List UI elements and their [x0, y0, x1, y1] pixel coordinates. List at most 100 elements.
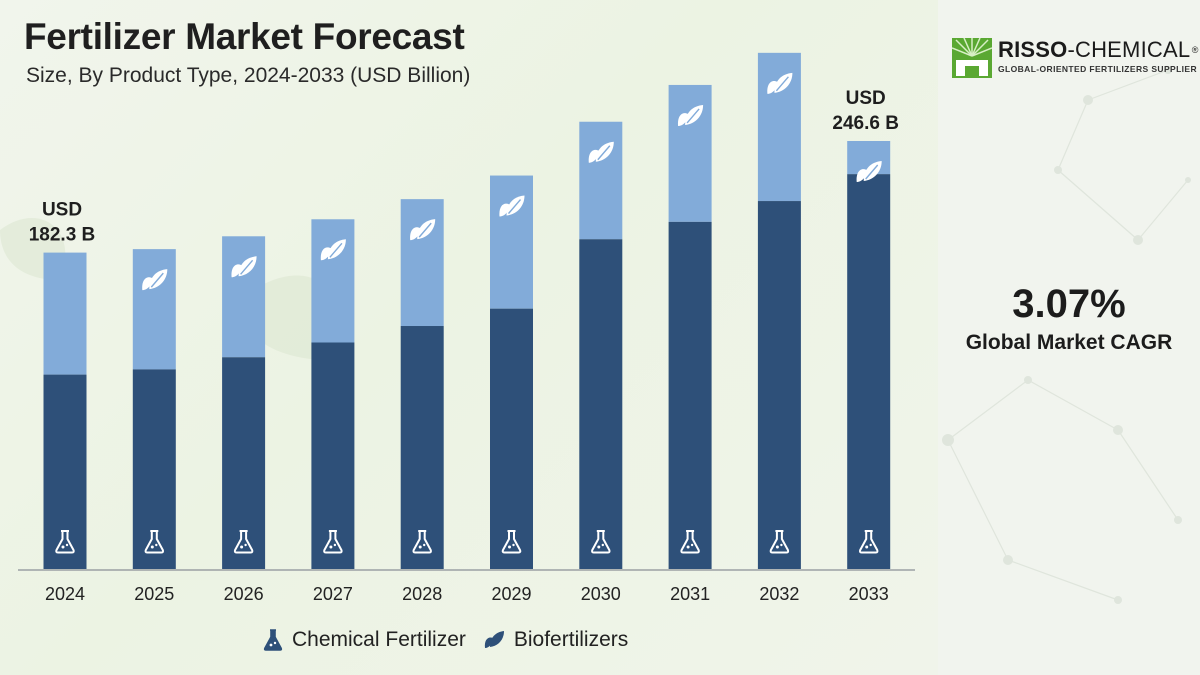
risso-logo-mark — [952, 38, 992, 78]
flask-icon-bubble — [508, 545, 511, 549]
flask-icon-outline — [412, 530, 432, 554]
bar-chemical-2025 — [132, 369, 176, 569]
legend-item-bio: Biofertilizers — [482, 628, 628, 652]
bar-biofertilizers-2031 — [668, 84, 712, 222]
leaf-icon-vein — [240, 259, 254, 275]
leaf-icon — [856, 161, 882, 182]
leaf-icon — [767, 72, 793, 94]
x-tick-label: 2028 — [402, 584, 442, 604]
flask-icon-outline — [233, 530, 254, 554]
flask-icon-outline — [323, 530, 343, 554]
leaf-icon — [499, 195, 525, 217]
bar-group-2029: 2029 — [490, 175, 533, 604]
total-label-currency: USD — [42, 200, 82, 221]
flask-icon-bubble — [597, 545, 601, 549]
bar-group-2025: 2025 — [132, 249, 176, 604]
flask-icon — [769, 530, 790, 554]
bar-biofertilizers-2029 — [490, 175, 533, 309]
leaf-icon — [484, 631, 504, 648]
stacked-bar-chart: 2024 2025 2026 2027 2028 2029 2030 2031 2032 2033… — [18, 52, 915, 604]
flask-icon — [412, 530, 432, 554]
flask-icon-bubble — [601, 543, 604, 547]
leaf-icon — [588, 141, 614, 163]
bar-biofertilizers-2026 — [222, 236, 266, 358]
x-tick-label: 2025 — [134, 584, 174, 604]
leaf-icon — [410, 219, 436, 241]
leaf-icon-small — [142, 277, 153, 291]
bar-chemical-2029 — [490, 308, 533, 569]
bar-group-2031: 2031 — [668, 84, 712, 604]
flask-icon-outline — [769, 530, 790, 554]
bar-chemical-2024 — [43, 374, 87, 569]
flask-icon-bubble — [869, 543, 872, 547]
chart-title: Fertilizer Market Forecast — [24, 16, 465, 57]
legend-item-chemical: Chemical Fertilizer — [262, 628, 466, 652]
x-tick-label: 2033 — [849, 584, 889, 604]
cagr-label: Global Market CAGR — [965, 331, 1173, 354]
flask-icon-bubble — [423, 543, 426, 547]
leaf-icon-small — [677, 113, 689, 126]
bar-group-2027: 2027 — [311, 219, 355, 604]
leaf-icon-vein — [865, 164, 879, 180]
legend-label-bio: Biofertilizers — [513, 628, 629, 651]
leaf-icon-small — [410, 227, 421, 241]
brand-name: RISSO-CHEMICAL ® — [998, 37, 1199, 62]
network-decoration — [942, 66, 1191, 604]
bar-chemical-2028 — [400, 326, 444, 569]
flask-icon-outline — [591, 530, 611, 554]
flask-icon-bubble — [61, 545, 65, 549]
cagr-value: 3.07% — [1012, 282, 1126, 326]
total-label-currency: USD — [846, 88, 886, 109]
leaf-icon — [142, 269, 168, 291]
x-tick-label: 2029 — [491, 584, 531, 604]
bar-group-2030: 2030 — [579, 121, 623, 604]
flask-icon-bubble — [775, 545, 779, 549]
flask-icon-outline — [55, 530, 75, 554]
flask-icon-bubble — [512, 543, 515, 547]
flask-icon-bubble — [240, 545, 244, 549]
x-tick-label: 2031 — [670, 584, 710, 604]
x-tick-label: 2026 — [224, 584, 264, 604]
bar-chemical-2026 — [222, 357, 266, 569]
chart-subtitle: Size, By Product Type, 2024-2033 (USD Bi… — [26, 64, 471, 87]
leaf-icon — [677, 104, 704, 126]
bar-biofertilizers-2030 — [579, 121, 623, 240]
flask-icon-outline — [858, 530, 879, 554]
bar-biofertilizers-2024 — [43, 252, 87, 375]
bar-biofertilizers-2028 — [400, 199, 444, 327]
leaf-icon-small — [588, 149, 599, 163]
leaf-icon-small — [231, 264, 242, 278]
flask-icon — [591, 530, 611, 554]
total-label-value: 246.6 B — [832, 113, 899, 134]
bar-chemical-2031 — [668, 221, 712, 569]
leaf-icon-small — [856, 169, 867, 182]
bar-biofertilizers-2027 — [311, 219, 355, 343]
flask-icon-bubble — [690, 543, 694, 547]
bar-chemical-2033 — [847, 174, 891, 570]
leaf-icon-small — [320, 247, 331, 261]
flask-icon-bubble — [155, 543, 158, 547]
leaf-icon-small — [767, 80, 778, 94]
leaf-icon-vein — [775, 76, 789, 92]
leaf-icon-vein — [507, 199, 522, 214]
flask-icon — [55, 530, 75, 554]
flask-icon-bubble — [865, 545, 869, 549]
flask-icon-bubble — [150, 545, 154, 549]
brand-logo: RISSO-CHEMICAL ® GLOBAL-ORIENTED FERTILI… — [952, 38, 1199, 78]
bar-chemical-2027 — [311, 342, 355, 569]
flask-icon — [501, 530, 522, 554]
bar-biofertilizers-2032 — [757, 52, 801, 202]
flask-icon-bubble — [333, 543, 337, 547]
flask-icon — [233, 530, 254, 554]
bar-group-2024: 2024 — [43, 252, 87, 604]
leaf-icon-vein — [597, 145, 611, 161]
bar-chemical-2030 — [579, 239, 623, 569]
bar-group-2033: 2033 — [847, 141, 891, 604]
side-panel — [938, 0, 1200, 675]
total-label-value: 182.3 B — [29, 225, 96, 246]
chart-legend: Chemical Fertilizer Biofertilizers — [262, 628, 628, 652]
flask-icon-bubble — [418, 545, 422, 549]
leaf-icon-vein — [329, 242, 343, 258]
x-tick-label: 2027 — [313, 584, 353, 604]
flask-icon — [858, 530, 879, 554]
